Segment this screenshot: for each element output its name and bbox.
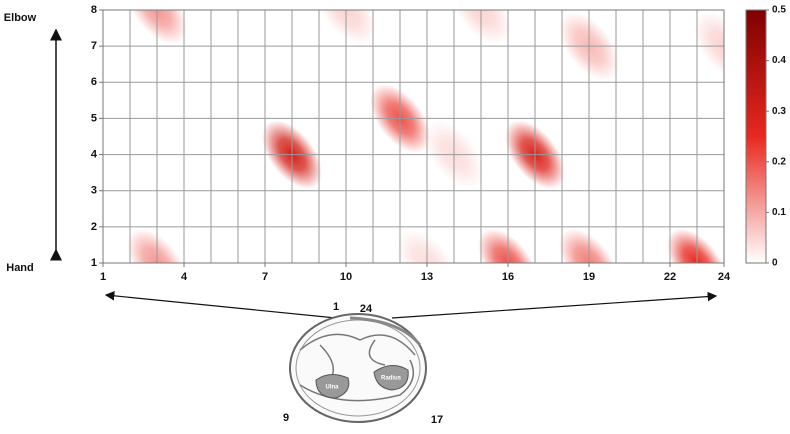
x-tick-label: 24	[718, 271, 731, 283]
x-tick-label: 7	[262, 271, 268, 283]
y-tick-label: 8	[91, 4, 97, 16]
arrow	[392, 296, 716, 318]
position-label: 17	[431, 414, 443, 426]
annotation: Hand	[6, 262, 34, 274]
colorbar-tick-label: 0.2	[772, 156, 786, 167]
colorbar-tick-label: 0.1	[772, 207, 786, 218]
position-label: 9	[283, 412, 289, 424]
bone-label: Ulna	[325, 385, 339, 391]
x-tick-label: 1	[100, 271, 106, 283]
y-tick-label: 7	[91, 40, 97, 52]
colorbar-tick-label: 0.4	[772, 55, 786, 66]
position-label: 1	[333, 301, 339, 313]
colorbar-tick-label: 0.5	[772, 5, 786, 16]
annotation: Elbow	[4, 12, 37, 24]
y-tick-label: 2	[91, 221, 97, 233]
y-tick-label: 6	[91, 76, 97, 88]
bone-label: Radius	[381, 376, 402, 382]
arrow	[106, 295, 336, 318]
forearm-diagram	[290, 314, 426, 422]
x-tick-label: 16	[502, 271, 514, 283]
colorbar-tick-label: 0.3	[772, 106, 786, 117]
position-label: 24	[360, 303, 373, 315]
x-tick-label: 10	[340, 271, 352, 283]
x-tick-label: 13	[421, 271, 433, 283]
y-tick-label: 4	[91, 148, 98, 160]
x-tick-label: 4	[181, 271, 188, 283]
y-tick-label: 3	[91, 185, 97, 197]
y-tick-label: 5	[91, 112, 97, 124]
x-tick-label: 22	[664, 271, 676, 283]
y-tick-label: 1	[91, 257, 97, 269]
colorbar	[746, 10, 766, 263]
colorbar-tick-label: 0	[772, 258, 778, 269]
x-tick-label: 19	[583, 271, 595, 283]
figure: Elbow Hand 1 24 9 17 Ulna Radius 1471013…	[0, 0, 790, 429]
